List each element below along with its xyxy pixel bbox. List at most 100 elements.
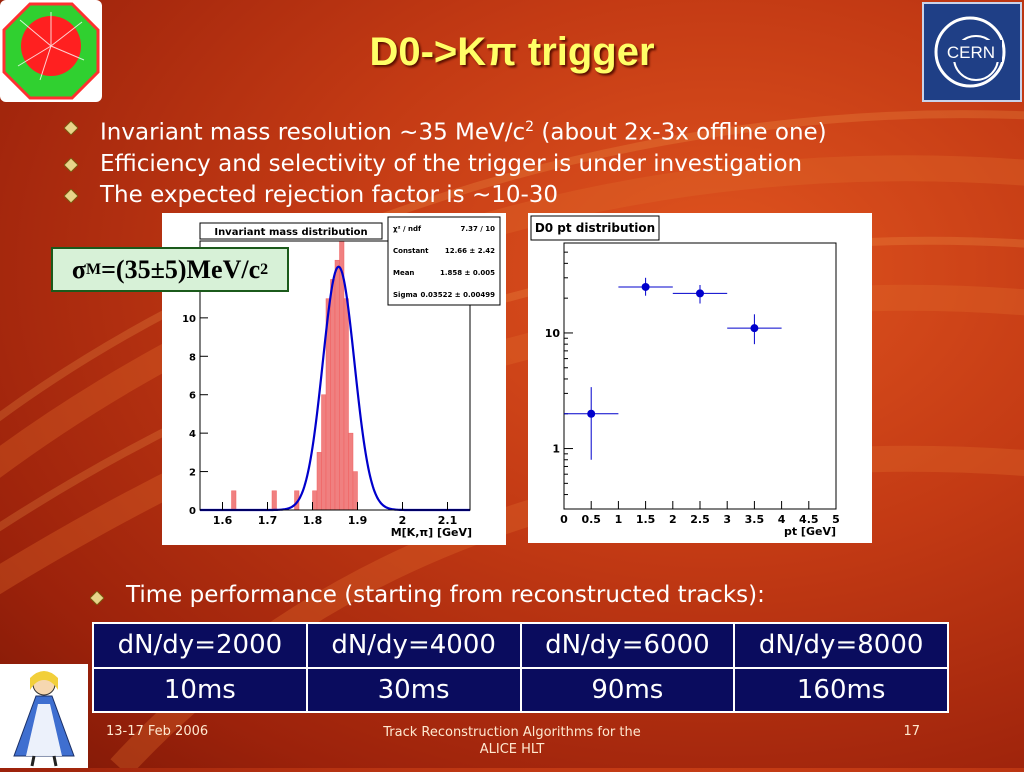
cern-logo-icon: CERN — [934, 16, 1006, 88]
footer-title-line: Track Reconstruction Algorithms for the — [383, 725, 641, 740]
time-performance-text: Time performance (starting from reconstr… — [126, 582, 765, 608]
time-performance-table: dN/dy=2000 dN/dy=4000 dN/dy=6000 dN/dy=8… — [92, 622, 949, 713]
pt-distribution-panel: 0 0.5 1 1.5 2 2.5 3 3.5 4 4.5 5 1 10 pt [GeV] D0 pt di… — [528, 213, 872, 543]
footer-title-line: ALICE HLT — [479, 742, 545, 757]
sigma-sub: M — [86, 260, 102, 278]
alice-figure-icon — [13, 671, 75, 767]
stat-value: 1.858 ± 0.005 — [440, 269, 495, 277]
plot-frame — [563, 242, 837, 510]
stat-value: 0.03522 ± 0.00499 — [420, 291, 495, 299]
histogram-bar — [352, 471, 358, 511]
x-tick-label: 3.5 — [745, 513, 765, 526]
slide-title: D0->Kπ trigger — [369, 30, 655, 74]
sigma-sup: 2 — [260, 260, 269, 278]
data-point — [641, 282, 650, 291]
chart-title-box — [530, 215, 660, 241]
bullet-item: Invariant mass resolution ~35 MeV/c2 (ab… — [64, 112, 827, 149]
y-tick-label: 8 — [189, 352, 196, 363]
bullet-text: Invariant mass resolution ~35 MeV/c — [100, 119, 526, 146]
histogram-bar — [330, 279, 336, 511]
x-tick-label: 3 — [723, 513, 731, 526]
bullet-text: The expected rejection factor is ~10-30 — [100, 181, 559, 208]
data-point — [750, 324, 759, 333]
page-number: 17 — [903, 724, 920, 739]
stat-label: χ² / ndf — [393, 225, 422, 233]
x-tick-label: 2 — [399, 514, 407, 527]
histogram-bar — [334, 259, 340, 511]
alice-logo-icon — [2, 2, 100, 100]
histogram-bar — [312, 490, 318, 511]
x-tick-label: 1.6 — [213, 514, 233, 527]
table-cell: 90ms — [519, 666, 736, 713]
table-header-cell: dN/dy=6000 — [519, 622, 736, 669]
diamond-bullet-icon — [90, 591, 104, 605]
x-axis-label: pt [GeV] — [784, 525, 836, 538]
x-tick-label: 1.5 — [636, 513, 656, 526]
table-header-cell: dN/dy=8000 — [733, 622, 949, 669]
sigma-value: =(35±5)MeV/c — [101, 254, 261, 284]
sigma-symbol: σ — [71, 254, 86, 284]
bullet-item: The expected rejection factor is ~10-30 — [64, 180, 827, 211]
stat-label: Sigma — [393, 291, 418, 299]
table-header-cell: dN/dy=4000 — [305, 622, 522, 669]
x-tick-label: 1.8 — [303, 514, 323, 527]
x-axis-label: M[K,π] [GeV] — [391, 526, 472, 539]
table-header-row: dN/dy=2000 dN/dy=4000 dN/dy=6000 dN/dy=8… — [92, 622, 949, 669]
cern-logo: CERN — [922, 2, 1022, 102]
x-tick-label: 1.7 — [258, 514, 278, 527]
alice-illustration — [0, 664, 88, 768]
x-tick-label: 4.5 — [799, 513, 819, 526]
x-tick-label: 1.9 — [348, 514, 368, 527]
table-cell: 160ms — [733, 666, 949, 713]
histogram-bar — [231, 490, 237, 511]
y-tick-label: 10 — [182, 314, 196, 325]
x-tick-label: 2.5 — [690, 513, 710, 526]
x-tick-label: 0 — [560, 513, 568, 526]
chart-title: Invariant mass distribution — [214, 227, 367, 238]
x-tick-label: 4 — [778, 513, 786, 526]
y-tick-label: 2 — [189, 468, 196, 479]
table-cell: 10ms — [92, 666, 308, 713]
diamond-bullet-icon — [64, 188, 78, 203]
diamond-bullet-icon — [64, 157, 78, 172]
data-point — [696, 289, 704, 298]
stat-label: Constant — [393, 247, 429, 255]
chart-title-box — [199, 222, 383, 240]
histogram-bar — [343, 298, 349, 511]
table-header-cell: dN/dy=2000 — [92, 622, 308, 669]
stat-label: Mean — [393, 269, 414, 277]
data-point — [587, 409, 596, 418]
histogram-bar — [348, 432, 354, 511]
bullet-sup: 2 — [525, 119, 535, 135]
plot-frame — [199, 240, 471, 511]
cern-logo-text: CERN — [947, 43, 995, 62]
x-tick-label: 1 — [615, 513, 623, 526]
histogram-bar — [321, 394, 327, 511]
y-tick-label: 10 — [545, 327, 561, 340]
x-tick-label: 5 — [832, 513, 840, 526]
time-performance-bullet: Time performance (starting from reconstr… — [90, 582, 765, 608]
bullet-list: Invariant mass resolution ~35 MeV/c2 (ab… — [64, 112, 827, 211]
y-tick-label: 0 — [189, 506, 196, 517]
stat-value: 7.37 / 10 — [461, 225, 496, 233]
bullet-text-after: (about 2x-3x offline one) — [534, 119, 827, 146]
x-tick-label: 0.5 — [581, 513, 601, 526]
pt-distribution-chart: 0 0.5 1 1.5 2 2.5 3 3.5 4 4.5 5 1 10 pt [GeV] D0 pt di… — [530, 215, 840, 538]
y-tick-label: 1 — [552, 443, 560, 456]
x-tick-label: 2.1 — [438, 514, 458, 527]
y-tick-label: 4 — [189, 429, 196, 440]
bullet-item: Efficiency and selectivity of the trigge… — [64, 149, 827, 180]
x-tick-label: 2 — [669, 513, 677, 526]
bullet-text: Efficiency and selectivity of the trigge… — [100, 150, 803, 177]
fit-stats-box — [387, 216, 501, 306]
chart-title: D0 pt distribution — [535, 221, 655, 235]
diamond-bullet-icon — [64, 121, 78, 135]
histogram-chart: 0246810121.61.71.81.922.1M[K,π] [GeV]Inv… — [182, 216, 501, 539]
stat-value: 12.66 ± 2.42 — [445, 247, 495, 255]
sigma-label: σ M =(35±5)MeV/c 2 — [51, 247, 289, 292]
footer-date: 13-17 Feb 2006 — [106, 724, 209, 739]
histogram-bar — [271, 490, 277, 511]
y-tick-label: 6 — [189, 391, 196, 402]
table-row: 10ms 30ms 90ms 160ms — [92, 666, 949, 713]
table-cell: 30ms — [305, 666, 522, 713]
